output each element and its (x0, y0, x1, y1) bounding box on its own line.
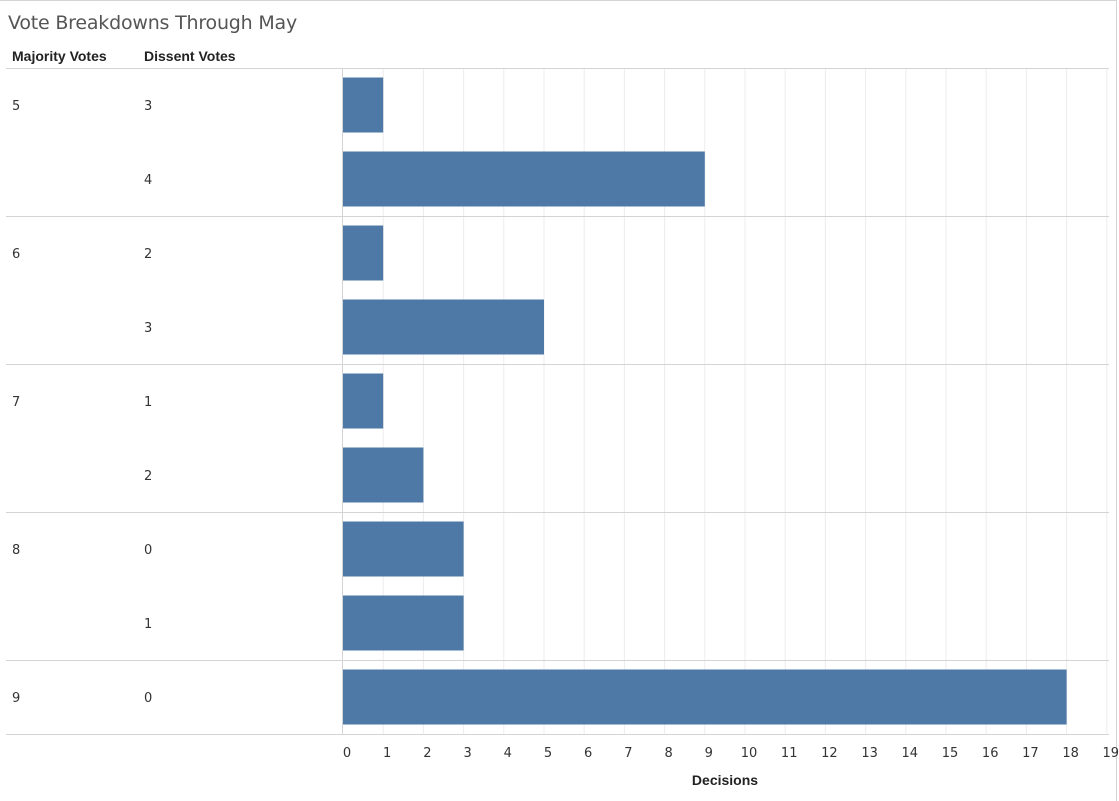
dissent-votes-label: 3 (144, 321, 152, 336)
bar (343, 521, 464, 577)
majority-votes-label: 8 (12, 543, 20, 558)
dissent-votes-header: Dissent Votes (144, 48, 236, 64)
x-tick-label: 3 (463, 746, 471, 761)
bar (343, 77, 384, 133)
bar (343, 151, 705, 207)
bar (343, 373, 384, 429)
x-tick-label: 19 (1103, 746, 1119, 761)
dissent-votes-label: 1 (144, 395, 152, 410)
x-tick-label: 7 (624, 746, 632, 761)
bar (343, 595, 464, 651)
dissent-votes-label: 1 (144, 617, 152, 632)
majority-votes-label: 6 (12, 247, 20, 262)
x-tick-label: 8 (664, 746, 672, 761)
dissent-votes-label: 0 (144, 691, 152, 706)
majority-votes-label: 9 (12, 691, 20, 706)
dissent-votes-label: 3 (144, 99, 152, 114)
x-tick-label: 16 (982, 746, 999, 761)
x-tick-label: 4 (504, 746, 512, 761)
chart-title: Vote Breakdowns Through May (8, 12, 298, 34)
dissent-votes-label: 4 (144, 173, 152, 188)
majority-votes-header: Majority Votes (12, 48, 107, 64)
x-tick-label: 9 (705, 746, 713, 761)
dissent-votes-label: 2 (144, 247, 152, 262)
dissent-votes-label: 0 (144, 543, 152, 558)
x-tick-label: 14 (902, 746, 919, 761)
majority-votes-label: 7 (12, 395, 20, 410)
bar (343, 299, 544, 355)
x-tick-label: 13 (861, 746, 878, 761)
x-tick-label: 6 (584, 746, 592, 761)
x-tick-label: 18 (1062, 746, 1079, 761)
bar (343, 225, 384, 281)
x-tick-label: 0 (343, 746, 351, 761)
x-axis-title: Decisions (692, 772, 758, 788)
bar (343, 669, 1067, 725)
x-tick-label: 10 (741, 746, 758, 761)
x-tick-label: 11 (781, 746, 798, 761)
dissent-votes-label: 2 (144, 469, 152, 484)
x-tick-label: 15 (942, 746, 959, 761)
majority-votes-label: 5 (12, 99, 20, 114)
x-tick-label: 2 (423, 746, 431, 761)
x-tick-label: 5 (544, 746, 552, 761)
x-tick-label: 17 (1022, 746, 1039, 761)
x-tick-label: 12 (821, 746, 838, 761)
bar (343, 447, 424, 503)
x-tick-label: 1 (383, 746, 391, 761)
